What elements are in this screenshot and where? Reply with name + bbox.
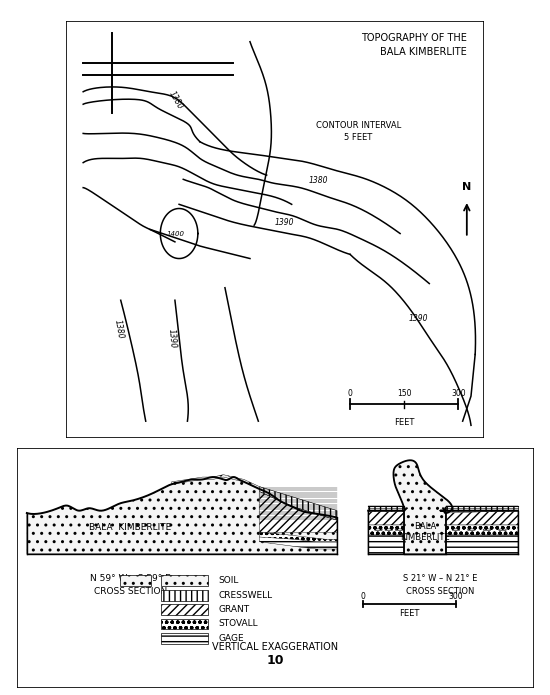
Polygon shape [446, 506, 518, 511]
Text: 1390: 1390 [409, 314, 428, 323]
Polygon shape [368, 511, 404, 525]
Polygon shape [161, 604, 208, 615]
Text: 300: 300 [449, 592, 463, 601]
Polygon shape [120, 575, 151, 586]
Text: 0: 0 [348, 389, 353, 398]
Polygon shape [393, 460, 452, 554]
Polygon shape [161, 633, 208, 644]
Text: CONTOUR INTERVAL
5 FEET: CONTOUR INTERVAL 5 FEET [316, 121, 401, 142]
Polygon shape [260, 486, 337, 520]
Polygon shape [161, 575, 208, 586]
Text: FEET: FEET [394, 418, 415, 427]
Text: 300: 300 [451, 389, 466, 398]
Text: TOPOGRAPHY OF THE
BALA KIMBERLITE: TOPOGRAPHY OF THE BALA KIMBERLITE [361, 33, 467, 56]
Text: CRESSWELL: CRESSWELL [218, 591, 272, 600]
Polygon shape [161, 590, 208, 600]
Text: SOIL: SOIL [218, 576, 239, 585]
Polygon shape [260, 537, 337, 549]
Text: BALA  KIMBERLITE: BALA KIMBERLITE [89, 523, 172, 532]
Polygon shape [260, 491, 337, 532]
Text: STOVALL: STOVALL [218, 619, 258, 628]
Text: VERTICAL EXAGGERATION: VERTICAL EXAGGERATION [212, 641, 338, 652]
Text: 0: 0 [360, 592, 365, 601]
Text: 1380: 1380 [167, 89, 184, 111]
Text: 1380: 1380 [309, 177, 328, 186]
Text: S 21° W – N 21° E
CROSS SECTION: S 21° W – N 21° E CROSS SECTION [403, 574, 477, 596]
Polygon shape [27, 477, 337, 554]
Polygon shape [446, 511, 518, 525]
Text: N: N [462, 182, 471, 192]
Polygon shape [368, 525, 404, 534]
Polygon shape [368, 506, 404, 511]
Text: 10: 10 [266, 654, 284, 667]
Text: GRANT: GRANT [218, 605, 249, 614]
Text: GAGE: GAGE [218, 634, 244, 643]
Text: 1390: 1390 [275, 218, 294, 227]
Polygon shape [172, 475, 337, 518]
Text: BALA
KIMBERLITE: BALA KIMBERLITE [400, 523, 450, 542]
Text: 1400: 1400 [167, 231, 185, 236]
Text: 1390: 1390 [167, 328, 177, 348]
Polygon shape [368, 506, 404, 511]
Text: N 59° W – S 59° E
CROSS SECTION: N 59° W – S 59° E CROSS SECTION [90, 574, 170, 596]
Text: 1380: 1380 [112, 319, 125, 340]
Polygon shape [161, 619, 208, 629]
Polygon shape [446, 534, 518, 554]
Polygon shape [446, 506, 518, 511]
Polygon shape [368, 534, 404, 554]
Polygon shape [446, 525, 518, 534]
Polygon shape [260, 532, 337, 546]
Text: FEET: FEET [399, 609, 420, 618]
Text: 150: 150 [397, 389, 411, 398]
